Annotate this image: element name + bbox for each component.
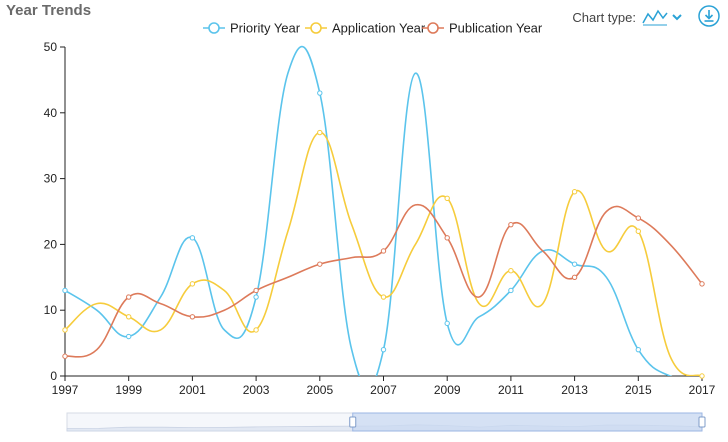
data-point-application <box>380 294 387 300</box>
x-tick-label: 2011 <box>498 383 524 397</box>
data-point-application <box>189 281 196 287</box>
x-tick-label: 2013 <box>561 383 588 397</box>
series-line-publication <box>65 204 703 358</box>
legend-item-publication[interactable]: Publication Year <box>422 21 543 36</box>
data-point-priority <box>444 320 450 327</box>
data-point-publication <box>189 314 196 320</box>
data-point-publication <box>508 221 514 228</box>
x-tick-label: 2007 <box>370 383 397 397</box>
y-tick-label: 50 <box>44 40 58 54</box>
data-point-publication <box>317 261 323 267</box>
data-point-application <box>253 327 259 333</box>
x-tick-label: 2003 <box>243 383 270 397</box>
chart-type-label: Chart type: <box>572 9 636 25</box>
legend-item-priority[interactable]: Priority Year <box>203 21 301 36</box>
data-point-priority <box>571 261 578 267</box>
y-tick-label: 30 <box>44 172 58 186</box>
data-point-priority <box>253 294 259 300</box>
legend-marker <box>427 22 439 34</box>
data-point-priority <box>317 90 323 96</box>
chart-type-dropdown[interactable] <box>642 8 682 26</box>
panel-title: Year Trends <box>6 2 92 19</box>
data-point-priority <box>380 346 387 353</box>
data-point-application <box>126 314 132 320</box>
x-tick-label: 2001 <box>179 383 206 397</box>
x-tick-label: 2015 <box>625 383 652 397</box>
x-tick-label: 2017 <box>689 383 716 397</box>
x-tick-label: 1999 <box>115 383 142 397</box>
y-tick-label: 20 <box>44 237 58 251</box>
series-lines <box>65 45 703 376</box>
zoom-slider[interactable] <box>66 412 706 432</box>
legend-item-application[interactable]: Application Year <box>305 21 426 36</box>
data-point-publication <box>253 287 259 294</box>
zoom-window[interactable] <box>352 412 703 432</box>
legend-marker <box>208 22 220 34</box>
data-point-priority <box>62 287 68 294</box>
data-point-publication <box>571 274 578 280</box>
data-point-application <box>571 189 578 195</box>
data-point-application <box>317 129 323 136</box>
data-point-publication <box>62 353 68 359</box>
data-point-publication <box>444 235 450 241</box>
chevron-down-icon <box>672 14 682 21</box>
x-tick-label: 1997 <box>52 383 79 397</box>
data-point-application <box>635 228 641 234</box>
zoom-handle-right[interactable] <box>698 416 706 428</box>
data-point-publication <box>126 294 132 300</box>
legend-label: Application Year <box>332 21 426 36</box>
data-point-application <box>444 195 450 202</box>
series-points <box>62 90 705 379</box>
y-tick-label: 0 <box>50 369 57 383</box>
data-point-application <box>508 268 514 274</box>
y-tick-label: 40 <box>44 106 58 120</box>
line-chart-icon <box>642 9 668 26</box>
data-point-priority <box>189 235 196 241</box>
legend-label: Priority Year <box>230 21 301 36</box>
x-tick-label: 2009 <box>434 383 461 397</box>
data-point-publication <box>635 215 641 221</box>
legend[interactable]: Priority Year Application Year Publication… <box>203 21 543 36</box>
series-line-priority <box>65 45 702 376</box>
data-point-application <box>699 373 705 379</box>
data-point-publication <box>380 248 387 254</box>
zoom-handle-left[interactable] <box>349 416 357 428</box>
data-point-publication <box>699 281 705 287</box>
legend-label: Publication Year <box>449 21 543 36</box>
data-point-priority <box>126 333 132 340</box>
legend-marker <box>310 22 322 34</box>
data-point-application <box>62 327 68 333</box>
x-tick-label: 2005 <box>306 383 333 397</box>
series-line-application <box>65 131 703 376</box>
chart-type-control: Chart type: <box>572 8 682 26</box>
data-point-priority <box>635 346 641 353</box>
axes: 0 10 20 30 40 50 1997 1999 2001 2003 2005 2007 2009 2… <box>44 40 716 397</box>
download-button[interactable] <box>698 5 720 27</box>
data-point-priority <box>508 287 514 294</box>
y-tick-label: 10 <box>44 303 58 317</box>
